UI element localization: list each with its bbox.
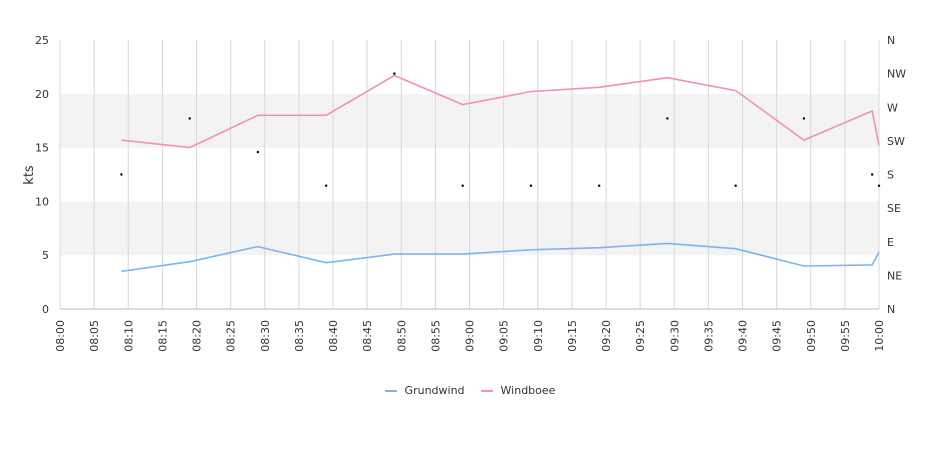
x-tick-label: 08:40 <box>327 320 340 352</box>
x-tick-label: 09:05 <box>498 320 511 352</box>
legend-label: Windboee <box>500 384 556 397</box>
y-axis-title: kts <box>22 165 37 185</box>
x-tick-label: 08:10 <box>122 320 135 352</box>
right-axis-label: N <box>887 303 895 316</box>
x-tick-label: 09:15 <box>566 320 579 352</box>
x-tick-label: 08:50 <box>395 320 408 352</box>
direction-point <box>666 117 669 120</box>
x-tick-label: 10:00 <box>873 320 886 352</box>
direction-point <box>393 72 396 75</box>
direction-point <box>870 173 874 176</box>
x-tick-label: 08:05 <box>88 320 101 352</box>
right-axis-label: NE <box>887 269 902 282</box>
x-tick-label: 08:30 <box>259 320 272 352</box>
y-tick-label: 0 <box>42 303 49 316</box>
right-axis-label: N <box>887 34 895 47</box>
x-tick-label: 09:20 <box>600 320 613 352</box>
legend-swatch <box>480 389 493 392</box>
direction-point <box>120 173 123 176</box>
y-tick-label: 10 <box>35 195 49 208</box>
direction-point <box>734 184 737 187</box>
direction-point <box>461 184 464 187</box>
x-tick-label: 09:10 <box>532 320 545 352</box>
series-line <box>121 242 880 273</box>
direction-point <box>597 184 601 187</box>
series-lines <box>121 74 880 273</box>
x-tick-label: 08:00 <box>54 320 67 352</box>
x-tick-label: 09:55 <box>839 320 852 352</box>
x-tick-label: 08:55 <box>429 320 442 352</box>
axes: 08:00 08:05 08:10 08:15 08:20 08:25 08:30 08:35… <box>35 34 906 352</box>
direction-point <box>877 184 881 187</box>
x-tick-label: 09:40 <box>737 320 750 352</box>
x-tick-label: 09:30 <box>668 320 681 352</box>
legend-label: Grundwind <box>404 384 465 397</box>
y-tick-label: 25 <box>35 34 49 47</box>
y-tick-label: 15 <box>35 142 49 155</box>
grid-lines <box>59 40 880 309</box>
right-axis-label: NW <box>887 68 906 81</box>
legend: Grundwind Windboee <box>0 384 940 397</box>
x-tick-label: 08:35 <box>293 320 306 352</box>
legend-item[interactable]: Windboee <box>480 384 556 397</box>
x-tick-label: 09:45 <box>771 320 784 352</box>
direction-point <box>529 184 533 187</box>
direction-point <box>256 150 260 154</box>
x-tick-label: 09:25 <box>634 320 647 352</box>
x-tick-label: 09:35 <box>702 320 715 352</box>
right-axis-label: W <box>887 101 898 114</box>
y-tick-label: 20 <box>35 88 49 101</box>
direction-point <box>188 117 191 120</box>
direction-point <box>802 117 806 120</box>
right-axis-label: S <box>887 169 894 182</box>
x-tick-label: 08:15 <box>156 320 169 352</box>
right-axis-label: SW <box>887 135 905 148</box>
legend-swatch <box>384 389 397 392</box>
series-line <box>121 74 880 149</box>
direction-point <box>324 184 328 187</box>
right-axis-label: SE <box>887 202 901 215</box>
x-tick-label: 08:20 <box>191 320 204 352</box>
y-tick-label: 5 <box>42 249 49 262</box>
x-tick-label: 09:50 <box>805 320 818 352</box>
x-tick-label: 09:00 <box>464 320 477 352</box>
legend-item[interactable]: Grundwind <box>384 384 465 397</box>
x-tick-label: 08:45 <box>361 320 374 352</box>
x-tick-label: 08:25 <box>225 320 238 352</box>
direction-points <box>120 72 881 187</box>
right-axis-label: E <box>887 236 894 249</box>
